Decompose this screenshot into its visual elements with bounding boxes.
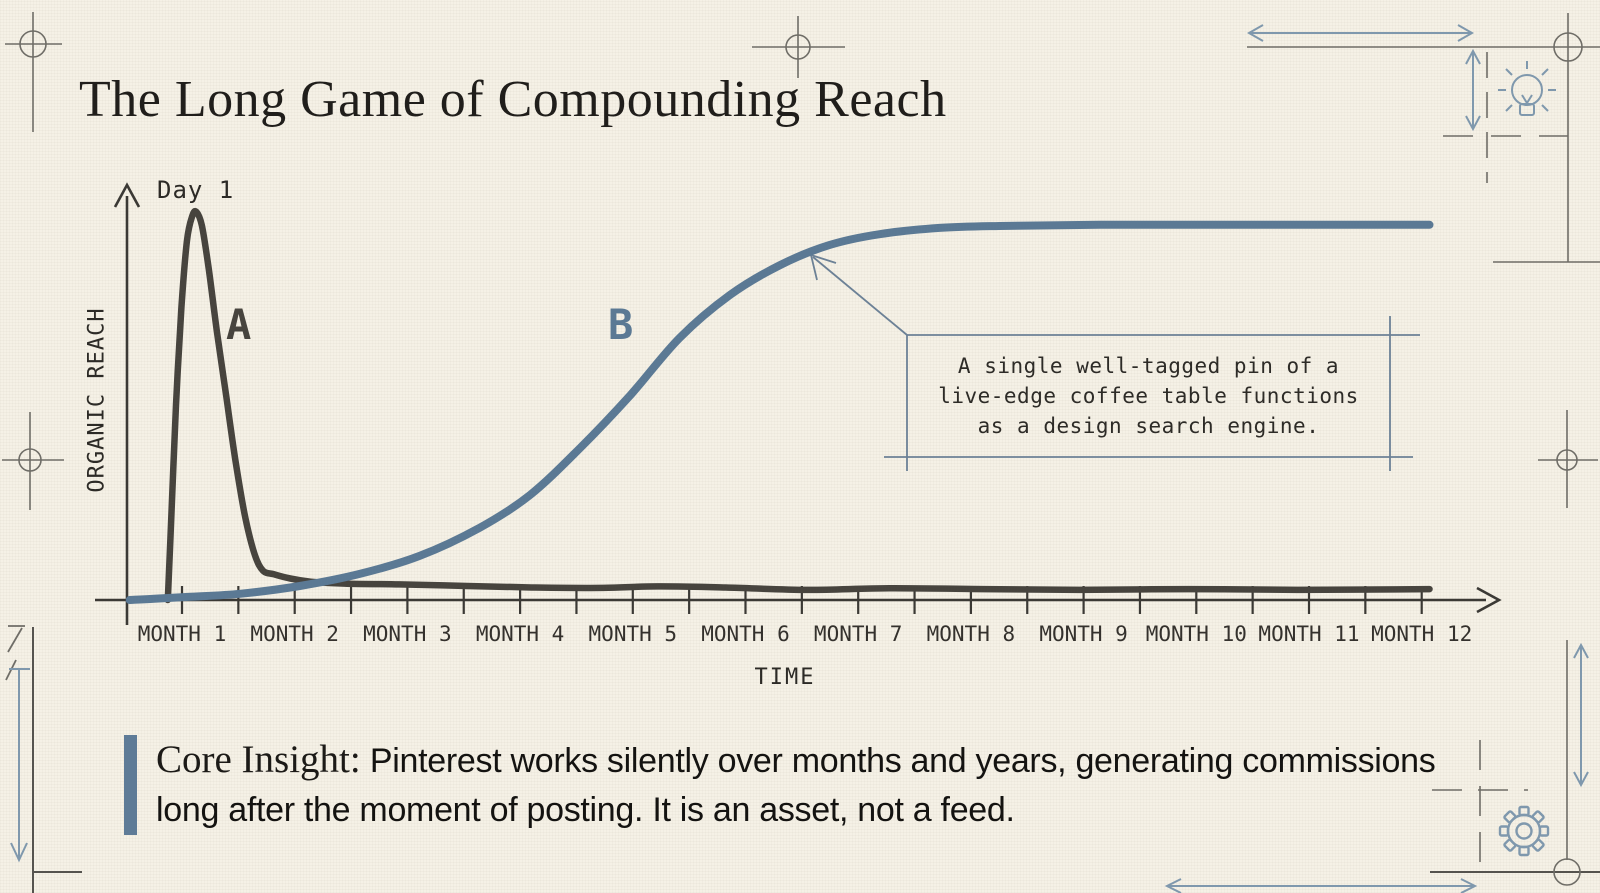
crosshair-icon [5,12,62,132]
curve-a-label: A [226,300,252,349]
dimension-lines-bottom-right [1164,640,1600,893]
x-tick-label: MONTH 3 [363,622,452,646]
x-tick-label: MONTH 1 [137,622,227,646]
lightbulb-icon [1498,61,1556,116]
x-tick-label: MONTH 2 [250,622,339,646]
callout-box [809,253,1420,471]
x-tick-label: MONTH 6 [701,622,790,646]
insight-text: Core Insight: Pinterest works silently o… [156,735,1436,835]
callout-arrow [809,253,908,336]
x-tick-label: MONTH 9 [1039,622,1128,646]
dimension-lines-top-right [1246,13,1600,263]
core-insight-block: Core Insight: Pinterest works silently o… [124,735,1436,835]
insight-accent-bar [124,735,137,835]
callout-line: live-edge coffee table functions [938,384,1359,408]
x-axis-title: TIME [754,665,816,690]
page-title: The Long Game of Compounding Reach [79,71,947,128]
callout-line: as a design search engine. [977,414,1320,438]
callout-line: A single well-tagged pin of a [957,354,1340,378]
x-axis-arrow-icon [1476,586,1502,614]
y-axis-arrow-icon [113,182,141,208]
crosshair-icon [1538,410,1598,508]
callout-text: A single well-tagged pin of a live-edge c… [907,335,1390,457]
insight-body: Pinterest works silently over months and… [156,742,1436,829]
x-tick-label: MONTH 10 [1145,622,1247,646]
chart-plot [95,182,1502,625]
crosshair-icon [1553,858,1581,886]
crosshair-icon [2,412,64,510]
x-tick-label: MONTH 11 [1258,622,1360,646]
x-tick-label: MONTH 5 [588,622,678,646]
y-axis-title: ORGANIC REACH [84,307,110,493]
gear-icon [1498,805,1550,857]
curve-b-label: B [608,300,634,349]
peak-annotation-day1: Day 1 [157,176,235,204]
x-tick-label: MONTH 8 [926,622,1016,646]
curve-a [164,207,1433,604]
x-tick-label: MONTH 7 [813,622,903,646]
insight-label: Core Insight: [156,738,361,781]
curve-b [125,220,1434,604]
x-tick-label: MONTH 4 [475,622,565,646]
blueprint-decorations [2,12,1600,893]
crosshair-icon [752,16,845,78]
x-tick-label: MONTH 12 [1371,622,1473,646]
dimension-lines-bottom-left [5,625,82,893]
